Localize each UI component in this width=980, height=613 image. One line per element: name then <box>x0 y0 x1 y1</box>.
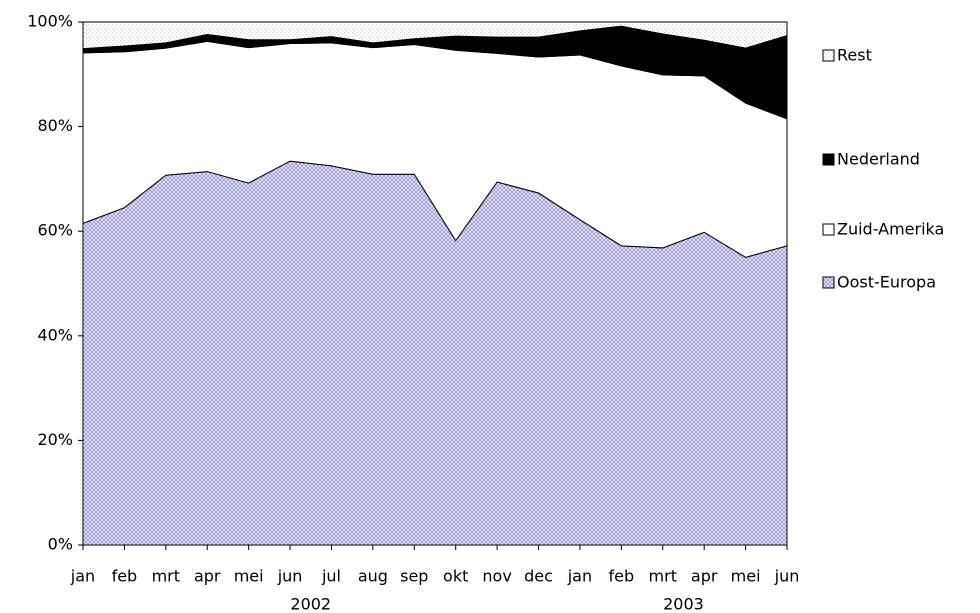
x-tick-label: okt <box>443 567 468 586</box>
area <box>82 21 788 50</box>
x-tick-label: apr <box>194 567 221 586</box>
y-tick-label: 20% <box>37 430 73 449</box>
x-group-label: 2003 <box>663 595 704 613</box>
x-tick-label: mrt <box>152 567 180 586</box>
y-tick-label: 80% <box>37 116 73 135</box>
y-tick-label: 100% <box>27 12 73 31</box>
x-tick-label: jul <box>321 567 341 586</box>
x-tick-label: aug <box>358 567 388 586</box>
x-tick-label: jan <box>70 567 95 586</box>
x-tick-label: feb <box>112 567 138 586</box>
y-tick-label: 0% <box>48 535 73 554</box>
x-tick-label: jan <box>567 567 592 586</box>
legend-label: Nederland <box>837 150 920 169</box>
x-tick-label: mei <box>234 567 264 586</box>
legend-swatch <box>822 153 835 166</box>
y-tick-label: 60% <box>37 221 73 240</box>
x-tick-label: mei <box>731 567 761 586</box>
x-tick-label: feb <box>609 567 635 586</box>
x-tick-label: mrt <box>649 567 677 586</box>
legend-swatch <box>822 223 835 236</box>
x-tick-label: sep <box>400 567 428 586</box>
x-tick-label: dec <box>524 567 553 586</box>
x-tick-label: jun <box>277 567 303 586</box>
legend-swatch <box>822 276 835 289</box>
x-tick-label: apr <box>691 567 718 586</box>
legend-swatch <box>822 49 835 62</box>
y-tick-label: 40% <box>37 325 73 344</box>
x-group-label: 2002 <box>290 595 331 613</box>
x-tick-label: jun <box>774 567 800 586</box>
x-tick-label: nov <box>482 567 511 586</box>
legend-label: Zuid-Amerika <box>837 220 944 239</box>
legend-label: Rest <box>837 46 872 65</box>
legend-label: Oost-Europa <box>837 273 936 292</box>
